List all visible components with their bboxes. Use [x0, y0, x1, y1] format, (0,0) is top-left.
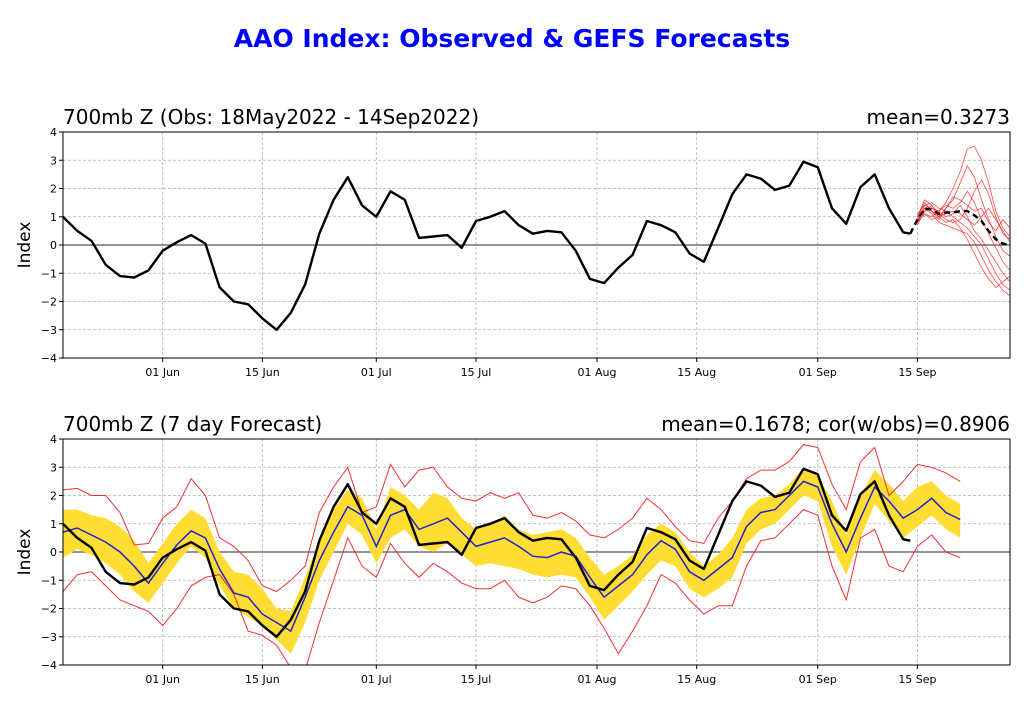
forecast-mean-line [63, 480, 961, 633]
y-tick-label: −4 [41, 659, 57, 672]
bottom-panel-title: 700mb Z (7 day Forecast) [63, 412, 322, 436]
y-tick-label: 2 [50, 490, 57, 503]
y-tick-label: 4 [50, 433, 57, 446]
axes-frame [62, 131, 1011, 359]
ensemble-mean-line [909, 206, 1010, 247]
observed-line [63, 467, 911, 638]
y-tick-label: −1 [41, 267, 57, 280]
ensemble-member-line [917, 204, 1010, 282]
x-tick-label: 15 Jul [461, 366, 492, 379]
top-y-axis-label: Index [15, 222, 35, 269]
ensemble-member-line [917, 196, 1010, 232]
ensemble-member-line [917, 190, 1010, 271]
x-tick-label: 15 Jul [461, 673, 492, 686]
plot-area [63, 444, 961, 665]
bottom-panel: −4 −3 −2 −1 0 1 2 3 4 01 Jun 15 Jun 01 Jul 15 Jul 01 … [41, 433, 1011, 686]
y-tick-label: −2 [41, 603, 57, 616]
x-tick-label: 15 Jun [245, 673, 280, 686]
y-tick-label: 2 [50, 183, 57, 196]
y-tick-label: −3 [41, 631, 57, 644]
y-tick-label: 4 [50, 126, 57, 139]
top-panel-title: 700mb Z (Obs: 18May2022 - 14Sep2022) [63, 105, 479, 129]
x-tick-label: 15 Sep [898, 673, 936, 686]
top-panel-mean: mean=0.3273 [867, 105, 1010, 129]
plot-area [63, 145, 1010, 331]
y-tick-label: −1 [41, 574, 57, 587]
x-tick-label: 01 Jun [145, 673, 180, 686]
y-tick-label: −3 [41, 324, 57, 337]
x-tick-label: 01 Aug [578, 673, 617, 686]
spread-band [63, 467, 961, 654]
x-tick-label: 15 Aug [677, 366, 716, 379]
ensemble-member-line [917, 145, 1010, 237]
max-line [63, 444, 961, 593]
ensemble-member-line [917, 199, 1010, 243]
x-tick-label: 15 Aug [677, 673, 716, 686]
ensemble-member-line [917, 202, 1010, 291]
top-panel: −4 −3 −2 −1 0 1 2 3 4 01 Jun 15 Jun 01 Jul 15 Jul 01 … [41, 126, 1011, 379]
x-tick-label: 01 Jul [361, 366, 392, 379]
x-tick-label: 01 Aug [578, 366, 617, 379]
x-tick-label: 15 Jun [245, 366, 280, 379]
bottom-y-axis-label: Index [15, 529, 35, 576]
axes-frame [62, 438, 1011, 666]
ensemble-member-line [917, 207, 1010, 297]
ensemble-member-line [917, 213, 1010, 288]
x-tick-label: 01 Jul [361, 673, 392, 686]
y-tick-label: 0 [50, 239, 57, 252]
x-tick-label: 01 Jun [145, 366, 180, 379]
y-tick-label: 3 [50, 154, 57, 167]
x-tick-label: 01 Sep [799, 673, 837, 686]
y-tick-label: 1 [50, 518, 57, 531]
y-tick-label: 3 [50, 461, 57, 474]
y-tick-label: 1 [50, 211, 57, 224]
y-tick-label: 0 [50, 546, 57, 559]
figure-title: AAO Index: Observed & GEFS Forecasts [234, 24, 790, 53]
x-tick-label: 15 Sep [898, 366, 936, 379]
y-tick-label: −4 [41, 352, 57, 365]
x-tick-label: 01 Sep [799, 366, 837, 379]
observed-line [63, 160, 911, 331]
y-tick-label: −2 [41, 296, 57, 309]
bottom-panel-stats: mean=0.1678; cor(w/obs)=0.8906 [661, 412, 1010, 436]
